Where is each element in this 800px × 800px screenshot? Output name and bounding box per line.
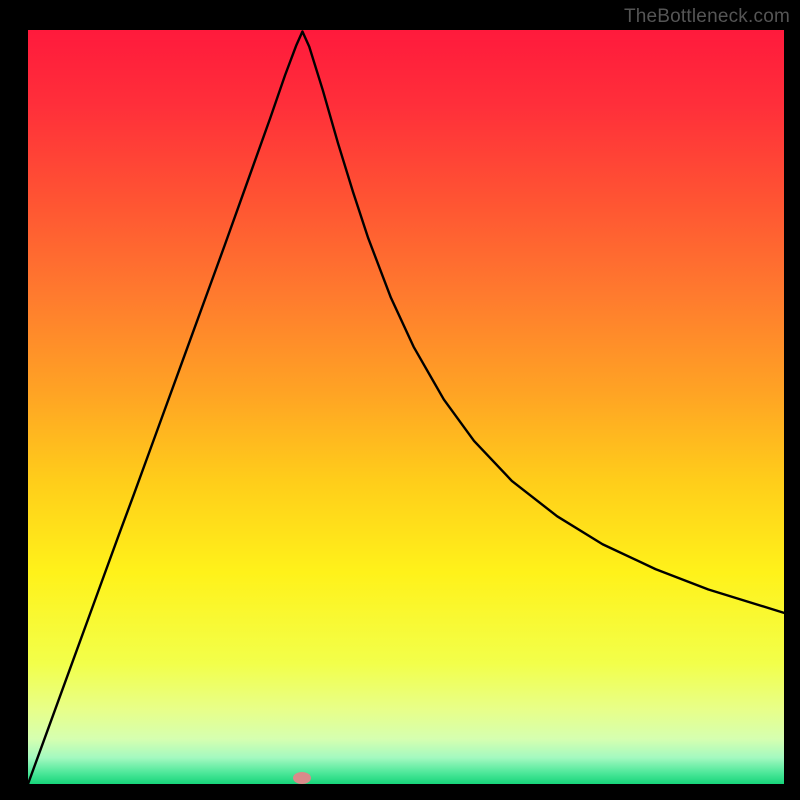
watermark-text: TheBottleneck.com — [624, 6, 790, 28]
chart-plot-area — [28, 30, 784, 784]
chart-curve-layer — [28, 30, 784, 784]
bottleneck-curve — [28, 32, 784, 784]
